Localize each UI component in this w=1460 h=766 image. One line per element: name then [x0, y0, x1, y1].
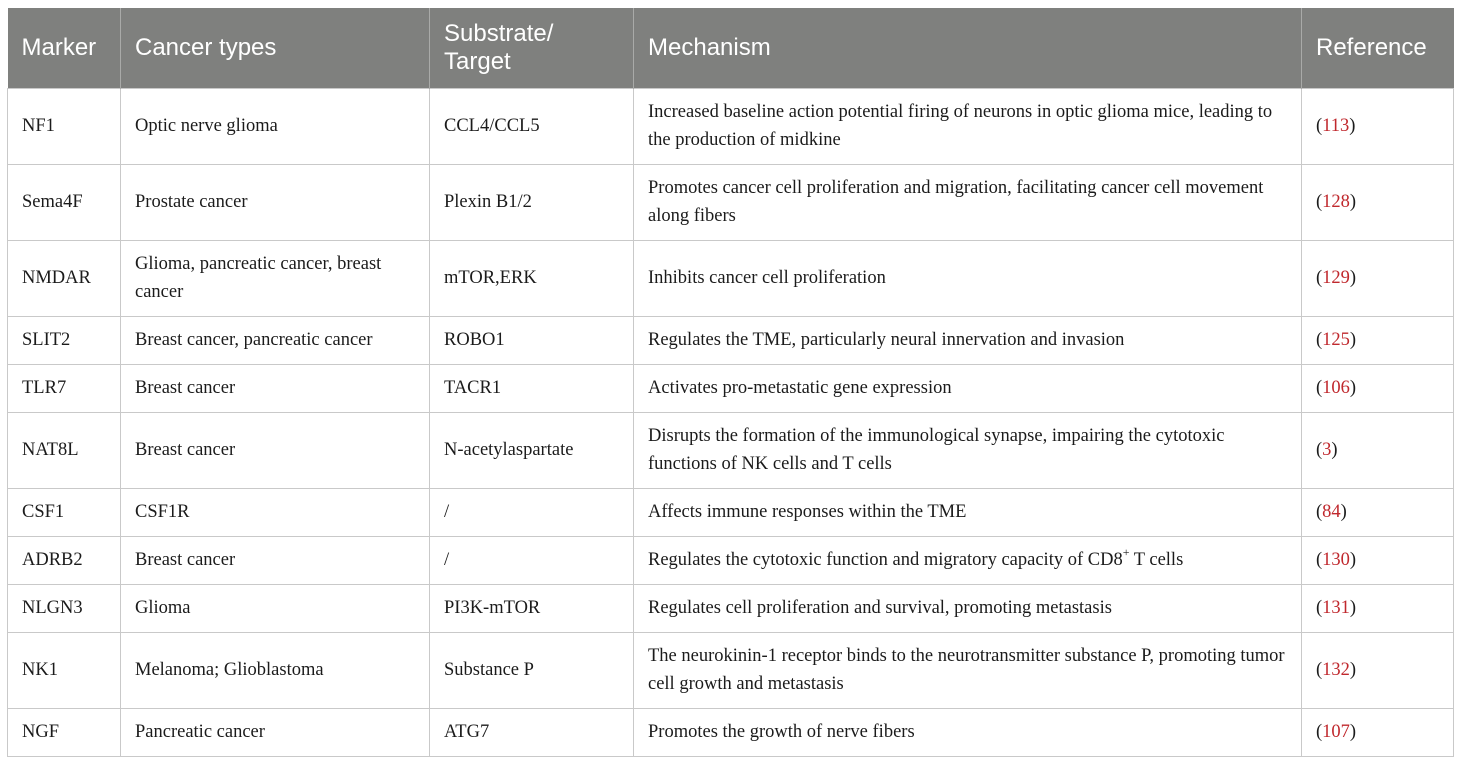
cell-reference: (107)	[1301, 707, 1454, 757]
cell-target: /	[429, 535, 634, 585]
cell-mechanism: Regulates the TME, particularly neural i…	[633, 315, 1302, 365]
reference-link[interactable]: 130	[1322, 550, 1350, 570]
table-row: NF1 Optic nerve glioma CCL4/CCL5 Increas…	[7, 87, 1454, 165]
cell-mechanism: Increased baseline action potential firi…	[633, 87, 1302, 165]
column-header-marker: Marker	[7, 8, 121, 88]
cell-marker: CSF1	[7, 487, 121, 537]
cell-target: Plexin B1/2	[429, 163, 634, 241]
cell-mechanism: Regulates cell proliferation and surviva…	[633, 583, 1302, 633]
marker-table: Marker Cancer types Substrate/ Target Me…	[7, 8, 1454, 757]
cell-mechanism: Activates pro-metastatic gene expression	[633, 363, 1302, 413]
table-row: NK1 Melanoma; Glioblastoma Substance P T…	[7, 631, 1454, 709]
table-row: TLR7 Breast cancer TACR1 Activates pro-m…	[7, 363, 1454, 413]
cell-mechanism: Regulates the cytotoxic function and mig…	[633, 535, 1302, 585]
cell-target: PI3K-mTOR	[429, 583, 634, 633]
cell-cancer-types: Melanoma; Glioblastoma	[120, 631, 430, 709]
reference-link[interactable]: 125	[1322, 330, 1350, 350]
cell-target: CCL4/CCL5	[429, 87, 634, 165]
table-row: NLGN3 Glioma PI3K-mTOR Regulates cell pr…	[7, 583, 1454, 633]
table-row: NMDAR Glioma, pancreatic cancer, breast …	[7, 239, 1454, 317]
cell-target: /	[429, 487, 634, 537]
reference-link[interactable]: 107	[1322, 722, 1350, 742]
column-header-mechanism: Mechanism	[633, 8, 1302, 88]
cell-reference: (129)	[1301, 239, 1454, 317]
cell-mechanism: Disrupts the formation of the immunologi…	[633, 411, 1302, 489]
cell-cancer-types: CSF1R	[120, 487, 430, 537]
cell-cancer-types: Glioma, pancreatic cancer, breast cancer	[120, 239, 430, 317]
cell-mechanism: Affects immune responses within the TME	[633, 487, 1302, 537]
cell-marker: NAT8L	[7, 411, 121, 489]
mechanism-text-end: T cells	[1129, 550, 1184, 570]
reference-link[interactable]: 129	[1322, 268, 1350, 288]
cell-cancer-types: Breast cancer, pancreatic cancer	[120, 315, 430, 365]
table-header: Marker Cancer types Substrate/ Target Me…	[7, 8, 1454, 88]
data-table-container: Marker Cancer types Substrate/ Target Me…	[7, 8, 1454, 757]
table-row: NAT8L Breast cancer N-acetylaspartate Di…	[7, 411, 1454, 489]
reference-link[interactable]: 132	[1322, 660, 1350, 680]
cell-mechanism: The neurokinin-1 receptor binds to the n…	[633, 631, 1302, 709]
cell-reference: (131)	[1301, 583, 1454, 633]
cell-target: TACR1	[429, 363, 634, 413]
cell-marker: ADRB2	[7, 535, 121, 585]
table-row: CSF1 CSF1R / Affects immune responses wi…	[7, 487, 1454, 537]
superscript-plus: +	[1122, 544, 1130, 559]
cell-marker: NK1	[7, 631, 121, 709]
cell-target: N-acetylaspartate	[429, 411, 634, 489]
mechanism-text: Regulates the cytotoxic function and mig…	[648, 550, 1123, 570]
cell-marker: NF1	[7, 87, 121, 165]
cell-mechanism: Inhibits cancer cell proliferation	[633, 239, 1302, 317]
cell-marker: SLIT2	[7, 315, 121, 365]
column-header-cancer-types: Cancer types	[120, 8, 430, 88]
cell-marker: NMDAR	[7, 239, 121, 317]
reference-link[interactable]: 3	[1322, 440, 1332, 460]
reference-link[interactable]: 131	[1322, 598, 1350, 618]
cell-reference: (132)	[1301, 631, 1454, 709]
cell-reference: (128)	[1301, 163, 1454, 241]
header-row: Marker Cancer types Substrate/ Target Me…	[7, 8, 1454, 88]
reference-link[interactable]: 128	[1322, 192, 1350, 212]
cell-mechanism: Promotes cancer cell proliferation and m…	[633, 163, 1302, 241]
cell-reference: (84)	[1301, 487, 1454, 537]
cell-reference: (3)	[1301, 411, 1454, 489]
table-row: SLIT2 Breast cancer, pancreatic cancer R…	[7, 315, 1454, 365]
cell-cancer-types: Pancreatic cancer	[120, 707, 430, 757]
cell-cancer-types: Glioma	[120, 583, 430, 633]
cell-cancer-types: Prostate cancer	[120, 163, 430, 241]
table-row: Sema4F Prostate cancer Plexin B1/2 Promo…	[7, 163, 1454, 241]
cell-mechanism: Promotes the growth of nerve fibers	[633, 707, 1302, 757]
column-header-substrate-target: Substrate/ Target	[429, 8, 634, 88]
cell-target: Substance P	[429, 631, 634, 709]
reference-link[interactable]: 113	[1322, 116, 1350, 136]
cell-marker: NLGN3	[7, 583, 121, 633]
reference-link[interactable]: 84	[1322, 502, 1341, 522]
table-body: NF1 Optic nerve glioma CCL4/CCL5 Increas…	[7, 87, 1454, 757]
cell-cancer-types: Breast cancer	[120, 363, 430, 413]
cell-marker: TLR7	[7, 363, 121, 413]
cell-marker: NGF	[7, 707, 121, 757]
cell-reference: (113)	[1301, 87, 1454, 165]
cell-marker: Sema4F	[7, 163, 121, 241]
cell-reference: (130)	[1301, 535, 1454, 585]
cell-target: ATG7	[429, 707, 634, 757]
cell-cancer-types: Breast cancer	[120, 535, 430, 585]
reference-link[interactable]: 106	[1322, 378, 1350, 398]
cell-cancer-types: Optic nerve glioma	[120, 87, 430, 165]
cell-reference: (125)	[1301, 315, 1454, 365]
cell-reference: (106)	[1301, 363, 1454, 413]
table-row: ADRB2 Breast cancer / Regulates the cyto…	[7, 535, 1454, 585]
cell-target: mTOR,ERK	[429, 239, 634, 317]
cell-cancer-types: Breast cancer	[120, 411, 430, 489]
column-header-reference: Reference	[1301, 8, 1454, 88]
table-row: NGF Pancreatic cancer ATG7 Promotes the …	[7, 707, 1454, 757]
cell-target: ROBO1	[429, 315, 634, 365]
